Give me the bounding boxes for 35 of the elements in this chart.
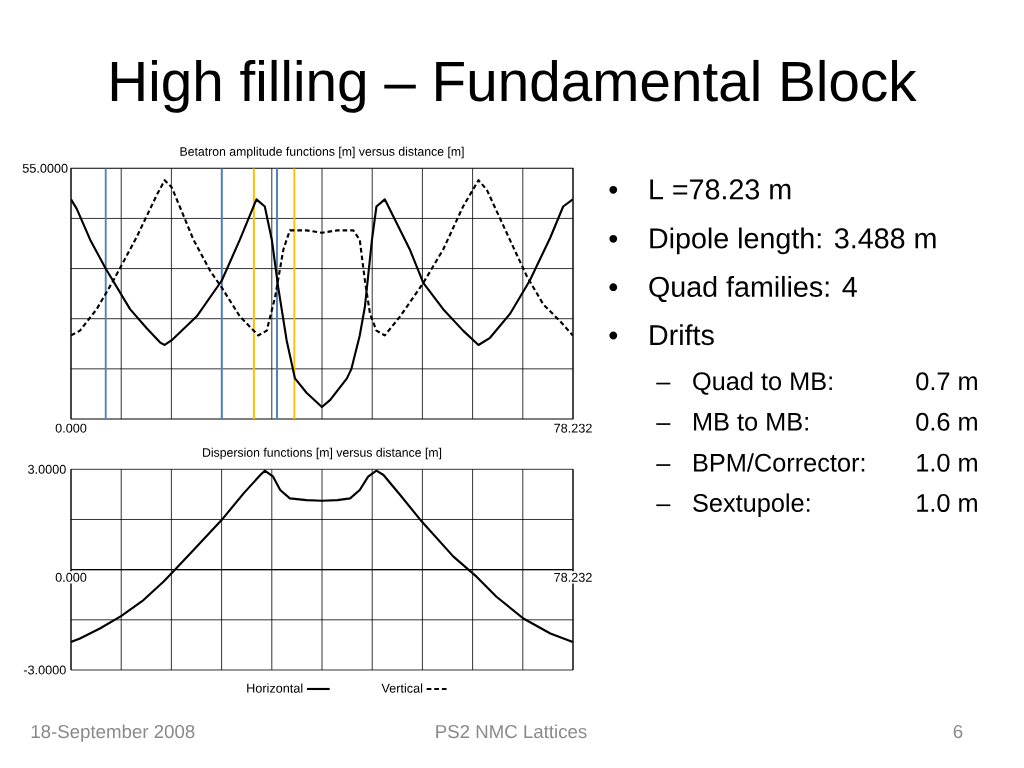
text: MB to MB: — [694, 413, 808, 431]
text: – — [656, 504, 671, 507]
y-tick-label: 3.0000 — [28, 464, 66, 474]
text: • — [609, 185, 618, 194]
text: High filling – Fundamental Block — [111, 59, 917, 113]
x-tick-label: 0.000 — [55, 572, 87, 582]
text: PS2 NMC Lattices — [436, 724, 587, 739]
legend-label: Horizontal — [247, 683, 303, 693]
text: – — [656, 423, 671, 425]
x-tick-label: 0.000 — [55, 423, 87, 433]
text: – — [656, 464, 671, 466]
text: 0.6 m — [916, 412, 977, 431]
text: • — [609, 283, 618, 292]
text: 1.0 m — [917, 494, 977, 512]
text: Sextupole: — [693, 493, 810, 517]
text: 0.7 m — [916, 372, 977, 391]
chart-title: Betatron amplitude functions [m] versus distance [m] — [180, 146, 464, 159]
text: 1.0 m — [917, 453, 977, 472]
x-tick-label: 78.232 — [554, 423, 592, 433]
legend-label: Vertical — [381, 683, 423, 693]
text: Dipole length: 3.488 m — [650, 227, 936, 255]
chart-title: Dispersion functions [m] versus distance [m] — [203, 447, 442, 460]
x-tick-label: 78.232 — [554, 572, 592, 582]
text: Drifts — [650, 324, 714, 346]
text: – — [656, 382, 671, 385]
y-tick-label: -3.0000 — [23, 665, 66, 675]
text: • — [609, 331, 618, 340]
text: • — [609, 234, 618, 243]
text: 6 — [953, 724, 963, 739]
text: 18-September 2008 — [31, 724, 195, 742]
text: Quad to MB: — [693, 371, 832, 395]
text: 55.0000 — [22, 163, 68, 173]
text: BPM/Corrector: — [694, 453, 865, 472]
text: Quad families: 4 — [649, 275, 857, 303]
text: L =78.23 m — [650, 179, 791, 200]
